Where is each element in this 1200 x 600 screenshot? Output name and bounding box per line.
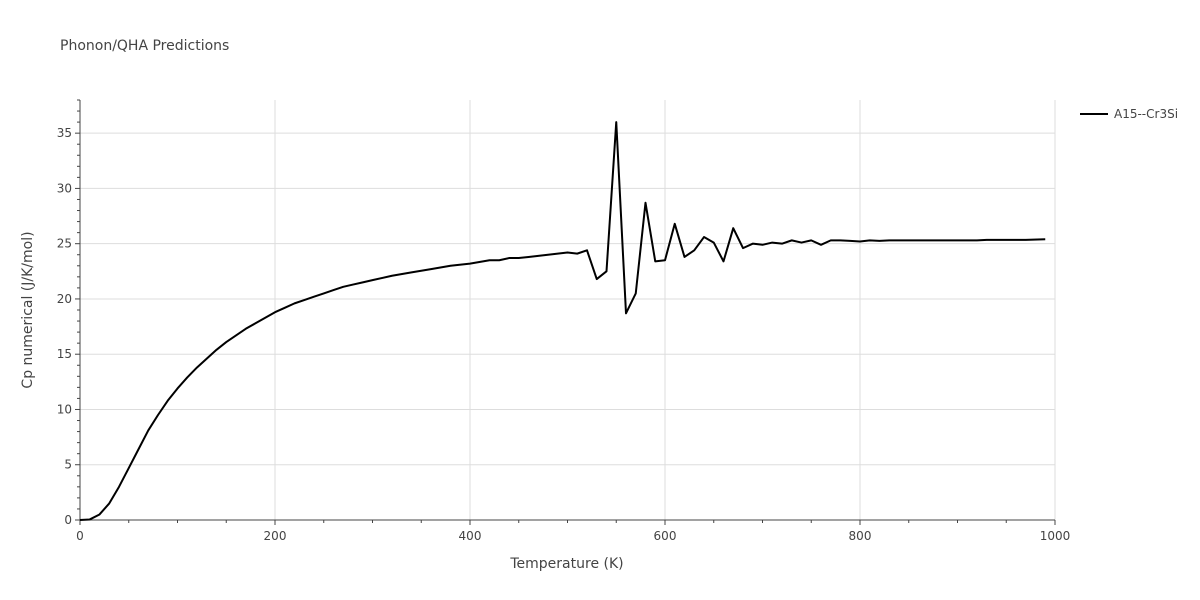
x-tick-label: 400 bbox=[459, 529, 482, 543]
y-tick-label: 25 bbox=[57, 237, 72, 251]
series-lines bbox=[79, 121, 1046, 521]
y-tick-label: 15 bbox=[57, 347, 72, 361]
y-tick-label: 35 bbox=[57, 126, 72, 140]
x-tick-label: 0 bbox=[76, 529, 84, 543]
y-tick-label: 0 bbox=[64, 513, 72, 527]
x-tick-label: 600 bbox=[654, 529, 677, 543]
chart-title: Phonon/QHA Predictions bbox=[60, 38, 229, 54]
y-tick-label: 30 bbox=[57, 181, 72, 195]
y-tick-label: 20 bbox=[57, 292, 72, 306]
y-tick-label: 5 bbox=[64, 458, 72, 472]
y-tick-label: 10 bbox=[57, 402, 72, 416]
x-tick-label: 200 bbox=[264, 529, 287, 543]
series-line-0 bbox=[79, 121, 1046, 521]
grid-lines bbox=[80, 100, 1056, 520]
x-axis-label: Temperature (K) bbox=[509, 556, 623, 572]
axes bbox=[75, 99, 1056, 525]
x-tick-label: 800 bbox=[849, 529, 872, 543]
legend-label: A15--Cr3Si bbox=[1114, 107, 1178, 121]
y-axis-label: Cp numerical (J/K/mol) bbox=[20, 231, 36, 388]
x-tick-label: 1000 bbox=[1040, 529, 1071, 543]
tick-labels: 0 200 400 600 800 1000 0 5 10 15 20 25 30 35 bbox=[57, 126, 1071, 543]
legend[interactable]: A15--Cr3Si bbox=[1080, 107, 1178, 121]
